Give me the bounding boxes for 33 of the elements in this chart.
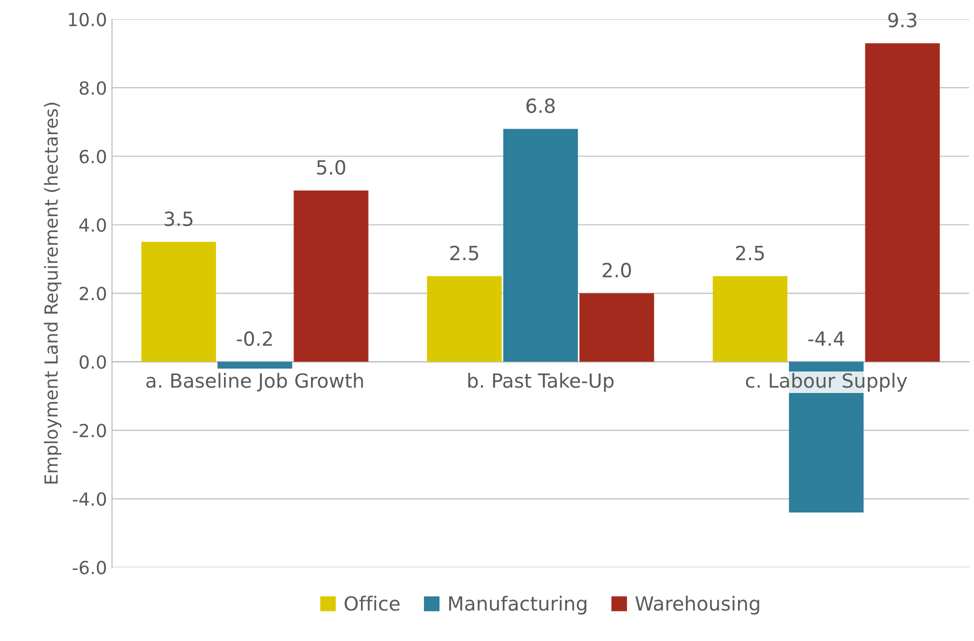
- data-label: 2.5: [450, 246, 478, 260]
- y-tick-label: 4.0: [79, 218, 106, 232]
- data-label: 2.5: [736, 246, 764, 260]
- bar: [503, 128, 578, 362]
- bar: [141, 242, 216, 362]
- legend-label: Office: [344, 596, 400, 611]
- y-tick-label: -4.0: [72, 492, 106, 506]
- bar: [579, 293, 654, 362]
- y-tick-label: 2.0: [80, 286, 106, 300]
- bar: [218, 362, 292, 369]
- legend-label: Manufacturing: [449, 596, 586, 615]
- bar: [865, 43, 940, 362]
- y-tick-label: 10.0: [68, 12, 106, 26]
- data-label: 6.8: [526, 98, 555, 114]
- data-label: -0.2: [236, 331, 272, 346]
- x-tick-label: c. Labour Supply: [746, 372, 908, 392]
- data-label: 5.0: [317, 160, 346, 175]
- data-label: 3.5: [164, 211, 192, 226]
- y-axis-title: Employment Land Requirement (hectares): [44, 102, 62, 484]
- y-tick-label: -2.0: [72, 424, 106, 438]
- y-tick-label: 8.0: [80, 81, 106, 95]
- bar: [712, 276, 788, 362]
- legend-label: Warehousing: [635, 596, 760, 615]
- bar: [427, 276, 502, 362]
- y-tick-label: 6.0: [80, 150, 106, 164]
- x-tick-label: a. Baseline Job Growth: [146, 372, 363, 392]
- data-label: 2.0: [602, 262, 631, 278]
- x-tick-label: b. Past Take-Up: [468, 372, 614, 392]
- data-label: -4.4: [808, 332, 844, 346]
- data-label: 9.3: [888, 12, 916, 28]
- y-tick-label: -6.0: [72, 560, 106, 574]
- y-tick-label: 0.0: [80, 355, 106, 369]
- bar: [294, 190, 368, 362]
